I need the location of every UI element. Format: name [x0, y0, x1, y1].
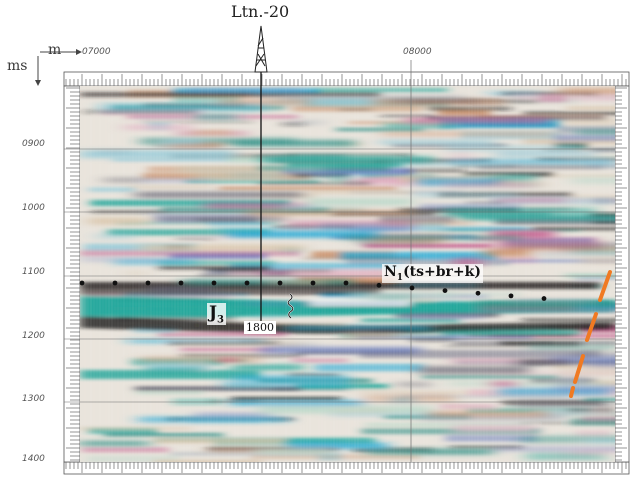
upper-horizon-subscript: 1 — [396, 272, 404, 283]
right-ruler — [614, 85, 630, 463]
upper-horizon-letter: N — [384, 264, 397, 280]
fault-line — [569, 270, 612, 398]
time-grid — [64, 148, 615, 403]
time-label-1100: 1100 — [22, 267, 45, 277]
time-label-1200: 1200 — [22, 331, 45, 341]
upper-horizon-label: N1(ts+br+k) — [382, 264, 483, 283]
top-ruler — [63, 71, 630, 87]
upper-horizon-suffix: (ts+br+k) — [403, 264, 481, 280]
time-arrow-icon — [35, 56, 41, 86]
derrick-icon — [254, 25, 268, 73]
distance-arrow-icon — [40, 49, 82, 55]
well-depth-label: 1800 — [244, 321, 276, 334]
lower-horizon-letter: J — [209, 303, 218, 323]
lower-horizon-subscript: 3 — [217, 314, 225, 326]
time-label-1000: 1000 — [22, 203, 45, 213]
ruler-ticks — [65, 74, 627, 473]
trace-label-08000: 08000 — [403, 47, 432, 57]
distance-unit-label: m — [48, 42, 62, 58]
lower-horizon-label: J3 — [207, 303, 227, 326]
left-ruler — [63, 85, 81, 463]
well-name-label: Ltn.-20 — [231, 2, 290, 21]
time-label-1400: 1400 — [22, 454, 45, 464]
time-unit-label: ms — [7, 58, 28, 74]
horizon-picks — [79, 280, 547, 301]
time-label-1300: 1300 — [22, 394, 45, 404]
time-label-0900: 0900 — [22, 139, 45, 149]
trace-label-07000: 07000 — [82, 47, 111, 57]
bottom-ruler — [63, 461, 630, 475]
